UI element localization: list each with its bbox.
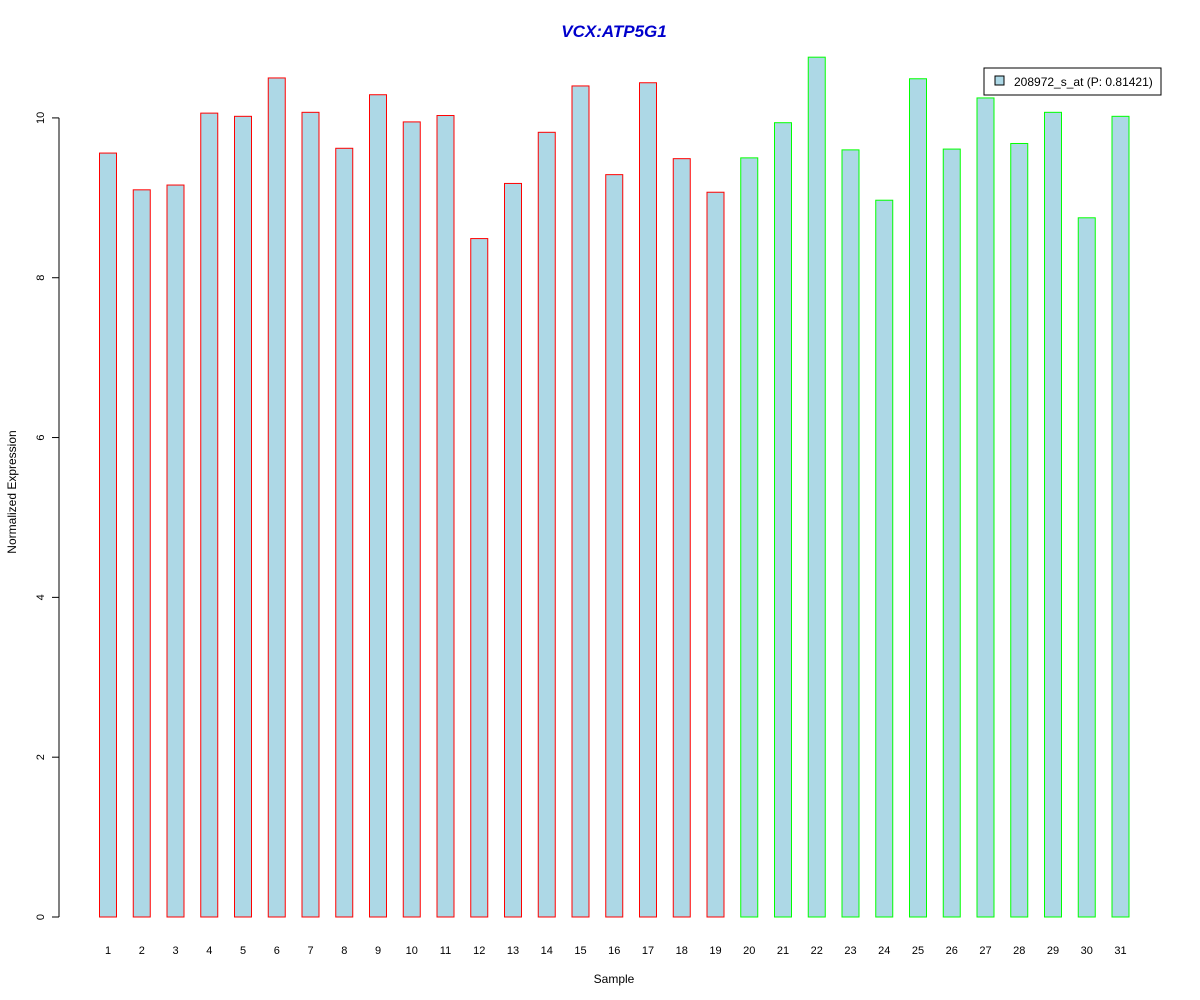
x-tick-label: 10 [406,945,418,957]
bar-sample-13 [504,182,522,918]
bar-sample-18 [672,158,691,918]
bar-sample-23 [841,149,860,918]
x-tick-label: 6 [274,945,280,957]
x-tick-label: 4 [206,945,212,957]
bar-sample-20 [740,157,759,918]
y-tick-label: 6 [35,434,47,440]
bar-sample-2 [132,189,151,918]
x-tick-label: 3 [172,945,178,957]
bar-sample-11 [436,115,455,918]
x-tick-label: 17 [642,945,654,957]
x-tick-label: 28 [1013,945,1025,957]
bar-sample-10 [402,121,421,918]
x-tick-label: 26 [946,945,958,957]
bar-sample-24 [875,199,894,918]
x-tick-label: 14 [541,945,553,957]
x-tick-label: 27 [979,945,991,957]
x-tick-label: 9 [375,945,381,957]
x-tick-label: 13 [507,945,519,957]
bar-sample-27 [976,97,995,918]
x-tick-label: 16 [608,945,620,957]
legend-swatch [994,75,1005,86]
x-tick-labels: 1 2 3 4 5 6 7 8 9 10 11 12 13 14 15 16 17 18 19 20 21 22 23 24 2… [105,945,1127,957]
bar-sample-25 [909,78,927,918]
legend-label: 208972_s_at (P: 0.81421) [1014,75,1153,89]
x-tick-label: 23 [844,945,856,957]
y-axis-label: Normalized Expression [5,430,19,553]
bar-sample-17 [639,82,657,918]
x-tick-label: 8 [341,945,347,957]
x-tick-label: 12 [473,945,485,957]
bar-sample-30 [1077,217,1096,918]
y-tick-label: 4 [35,594,47,600]
legend: 208972_s_at (P: 0.81421) [983,67,1162,96]
bar-sample-15 [571,85,590,918]
bar-sample-16 [605,174,624,918]
bar-sample-6 [267,77,286,918]
x-tick-label: 18 [676,945,688,957]
x-tick-label: 1 [105,945,111,957]
bar-sample-31 [1111,115,1130,918]
y-tick-label: 8 [35,275,47,281]
bar-sample-29 [1044,111,1062,918]
y-tick-label: 10 [35,112,47,124]
y-axis: 0 2 4 6 8 10 [35,112,60,920]
x-tick-label: 11 [440,945,451,957]
x-tick-label: 30 [1081,945,1093,957]
x-tick-label: 2 [139,945,145,957]
bar-sample-19 [706,191,725,918]
x-tick-label: 19 [709,945,721,957]
bars-group [99,56,1130,918]
x-axis-label: Sample [594,972,635,986]
bar-sample-1 [99,152,117,918]
chart-title: VCX:ATP5G1 [561,22,667,41]
bar-sample-26 [942,148,961,918]
bar-sample-7 [301,111,320,918]
legend-box [983,67,1162,96]
x-tick-label: 5 [240,945,246,957]
x-tick-label: 29 [1047,945,1059,957]
bar-sample-12 [470,238,489,918]
x-tick-label: 15 [574,945,586,957]
x-tick-label: 21 [777,945,789,957]
bar-sample-4 [200,112,219,918]
bar-sample-3 [166,184,185,918]
x-tick-label: 24 [878,945,890,957]
x-tick-label: 22 [811,945,823,957]
x-tick-label: 25 [912,945,924,957]
bar-sample-5 [234,115,252,918]
bar-sample-28 [1010,142,1029,918]
y-tick-label: 0 [35,914,47,920]
x-tick-label: 7 [307,945,313,957]
x-tick-label: 31 [1114,945,1126,957]
bar-sample-14 [537,131,556,918]
x-tick-label: 20 [743,945,755,957]
bar-sample-9 [369,94,387,918]
bar-sample-8 [335,147,354,918]
bar-sample-21 [774,122,792,918]
y-tick-label: 2 [35,754,47,760]
bar-sample-22 [807,56,826,918]
